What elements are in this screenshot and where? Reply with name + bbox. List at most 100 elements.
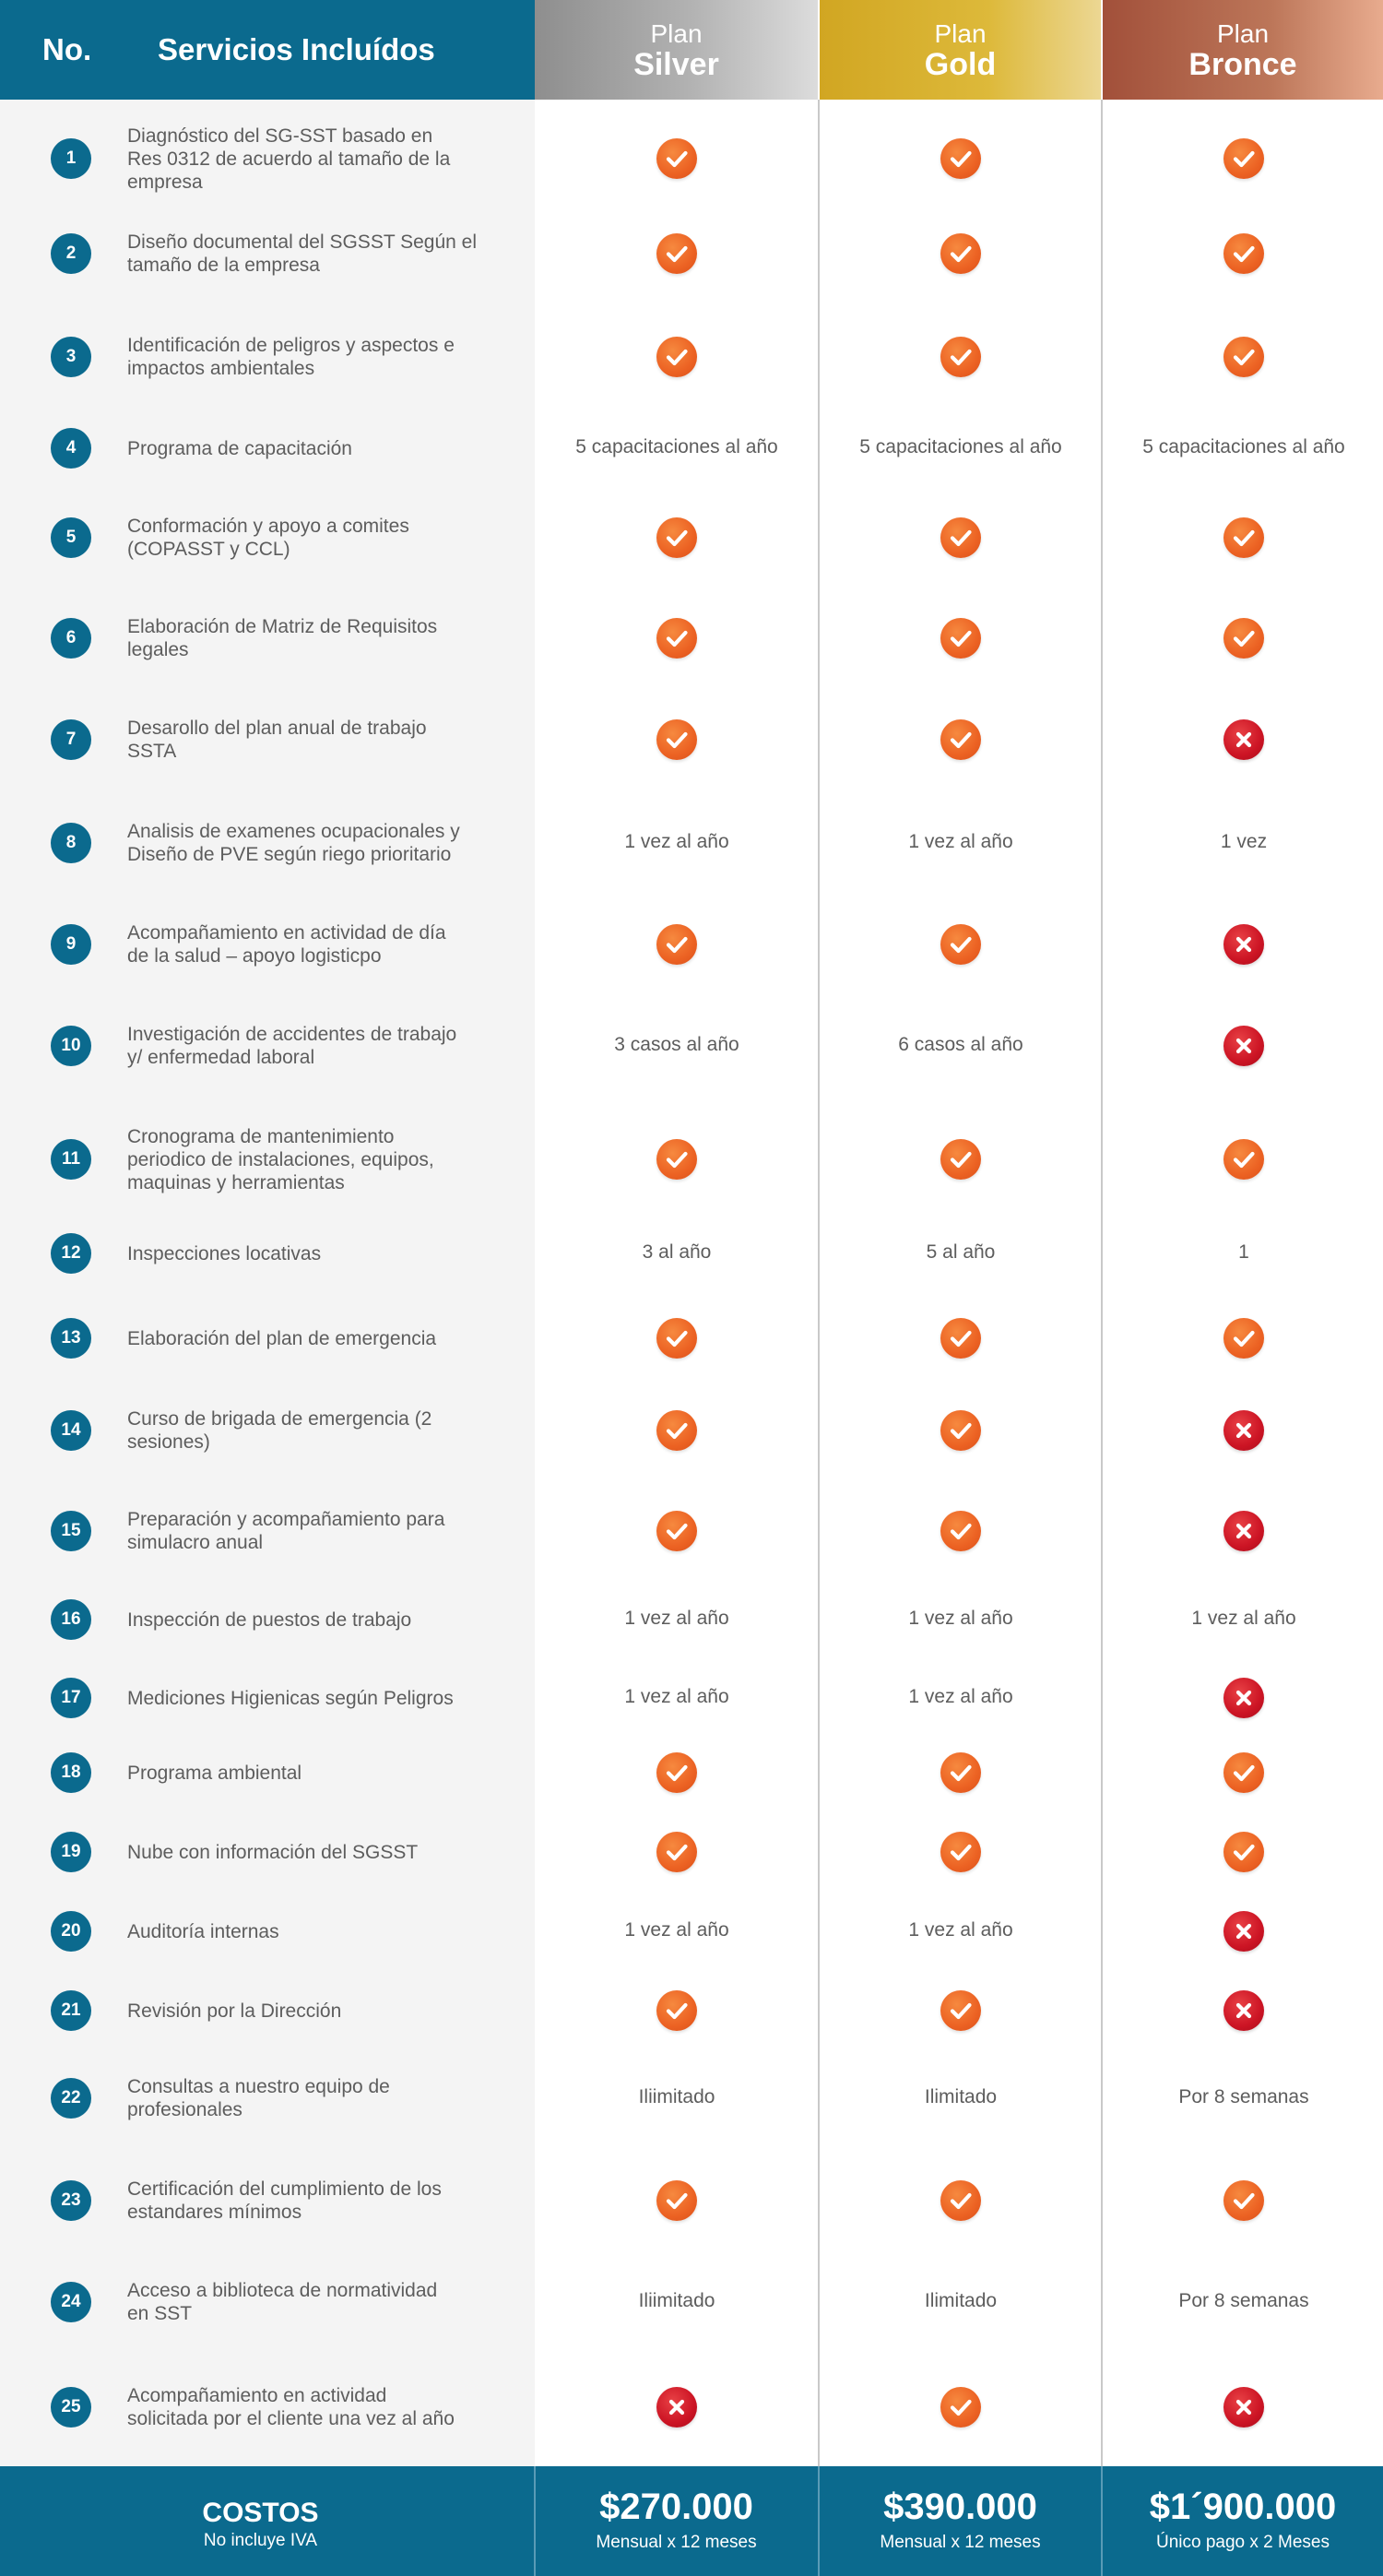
check-icon xyxy=(656,719,697,760)
costs-label-cell: COSTOS No incluye IVA xyxy=(0,2466,535,2576)
service-description-line: estandares mínimos xyxy=(127,2202,302,2223)
row-number-badge: 4 xyxy=(51,428,91,469)
cross-icon xyxy=(1223,1026,1264,1066)
check-icon xyxy=(1223,1318,1264,1359)
cell-value-silver: 1 vez al año xyxy=(624,1686,729,1707)
service-description-line: Programa de capacitación xyxy=(127,437,352,459)
service-description: Investigación de accidentes de trabajo y/… xyxy=(127,1023,507,1069)
row-number-badge: 13 xyxy=(51,1318,91,1359)
check-icon xyxy=(1223,138,1264,179)
check-icon xyxy=(656,1318,697,1359)
row-number-badge: 19 xyxy=(51,1832,91,1872)
plan-header-silver-prefix: Plan xyxy=(650,19,703,48)
check-icon xyxy=(940,924,981,965)
column-header-number: No. xyxy=(42,32,92,66)
cross-icon xyxy=(1223,1511,1264,1551)
service-description-line: simulacro anual xyxy=(127,1532,264,1553)
cell-value-gold: Ilimitado xyxy=(924,2086,998,2107)
check-icon xyxy=(940,2180,981,2221)
service-description-line: Conformación y apoyo a comites xyxy=(127,516,409,537)
service-description-line: Analisis de examenes ocupacionales y xyxy=(127,821,460,842)
service-description-line: Preparación y acompañamiento para xyxy=(127,1509,445,1530)
service-description-line: Certificación del cumplimiento de los xyxy=(127,2178,442,2200)
row-number-badge: 8 xyxy=(51,823,91,863)
row-number-badge: 9 xyxy=(51,924,91,965)
cell-value-silver: 1 vez al año xyxy=(624,831,729,852)
service-description-line: SSTA xyxy=(127,741,177,762)
row-number-badge: 24 xyxy=(51,2282,91,2322)
column-header-services: Servicios Incluídos xyxy=(158,32,435,66)
service-description-line: Cronograma de mantenimiento xyxy=(127,1125,395,1147)
check-icon xyxy=(940,1990,981,2031)
service-description-line: Diagnóstico del SG-SST basado en xyxy=(127,125,433,147)
table-header: No. Servicios Incluídos Plan Silver Plan… xyxy=(0,0,1383,100)
service-description-line: Diseño documental del SGSST Según el xyxy=(127,231,478,253)
cross-icon xyxy=(1223,924,1264,965)
service-description: Inspección de puestos de trabajo xyxy=(127,1609,507,1632)
service-description: Consultas a nuestro equipo de profesional… xyxy=(127,2075,507,2121)
service-description-line: Mediciones Higienicas según Peligros xyxy=(127,1687,454,1709)
cell-value-silver: 3 casos al año xyxy=(614,1034,739,1055)
check-icon xyxy=(940,138,981,179)
service-description-line: Nube con información del SGSST xyxy=(127,1841,419,1863)
service-description-line: Inspección de puestos de trabajo xyxy=(127,1609,412,1631)
service-description-line: profesionales xyxy=(127,2099,242,2120)
cross-icon xyxy=(1223,1410,1264,1451)
check-icon xyxy=(656,138,697,179)
service-description-line: Curso de brigada de emergencia (2 xyxy=(127,1408,432,1430)
row-number-badge: 1 xyxy=(51,138,91,179)
service-description: Analisis de examenes ocupacionales y Dise… xyxy=(127,820,507,866)
service-description-line: sesiones) xyxy=(127,1431,210,1453)
service-description-line: de la salud – apoyo logisticpo xyxy=(127,945,382,967)
service-description: Inspecciones locativas xyxy=(127,1242,507,1265)
cell-value-bronze: 1 vez xyxy=(1220,831,1268,852)
header-left-panel: No. Servicios Incluídos xyxy=(0,0,535,100)
check-icon xyxy=(656,1511,697,1551)
service-description-line: en SST xyxy=(127,2303,193,2324)
cell-value-gold: 1 vez al año xyxy=(908,831,1013,852)
service-description: Acompañamiento en actividad solicitada po… xyxy=(127,2384,507,2430)
cell-value-silver: Iliimitado xyxy=(638,2290,715,2311)
row-number-badge: 12 xyxy=(51,1233,91,1274)
cell-value-silver: 3 al año xyxy=(642,1241,712,1263)
service-description: Mediciones Higienicas según Peligros xyxy=(127,1687,507,1710)
cell-value-silver: 5 capacitaciones al año xyxy=(575,436,778,457)
check-icon xyxy=(656,517,697,558)
service-description-line: Acceso a biblioteca de normatividad xyxy=(127,2280,438,2301)
check-icon xyxy=(940,517,981,558)
service-description-line: empresa xyxy=(127,171,203,193)
price-gold: $390.000 xyxy=(883,2487,1037,2527)
service-description-line: Inspecciones locativas xyxy=(127,1242,322,1264)
cell-value-bronze: 1 vez al año xyxy=(1191,1608,1296,1629)
service-description-line: Res 0312 de acuerdo al tamaño de la xyxy=(127,148,451,170)
row-number-badge: 10 xyxy=(51,1026,91,1066)
service-description: Diagnóstico del SG-SST basado en Res 0312… xyxy=(127,125,507,194)
service-description-line: Diseño de PVE según riego prioritario xyxy=(127,844,452,865)
service-description-line: maquinas y herramientas xyxy=(127,1171,345,1193)
check-icon xyxy=(940,1410,981,1451)
check-icon xyxy=(1223,1139,1264,1180)
service-description-line: tamaño de la empresa xyxy=(127,255,320,276)
plan-header-gold: Plan Gold xyxy=(820,0,1101,100)
row-number-badge: 23 xyxy=(51,2180,91,2221)
check-icon xyxy=(656,233,697,274)
service-description-line: impactos ambientales xyxy=(127,358,315,379)
check-icon xyxy=(940,618,981,659)
check-icon xyxy=(656,1139,697,1180)
service-description: Programa de capacitación xyxy=(127,437,507,460)
footer-divider xyxy=(534,2466,536,2576)
cell-value-silver: Iliimitado xyxy=(638,2086,715,2107)
service-description-line: Consultas a nuestro equipo de xyxy=(127,2076,390,2097)
service-description: Preparación y acompañamiento para simulac… xyxy=(127,1508,507,1554)
service-description-line: Revisión por la Dirección xyxy=(127,2000,342,2022)
service-description: Revisión por la Dirección xyxy=(127,2000,507,2023)
service-description-line: periodico de instalaciones, equipos, xyxy=(127,1148,434,1170)
service-description-line: (COPASST y CCL) xyxy=(127,539,290,560)
row-number-badge: 5 xyxy=(51,517,91,558)
service-description: Acceso a biblioteca de normatividad en SS… xyxy=(127,2279,507,2325)
check-icon xyxy=(1223,618,1264,659)
cell-value-gold: 5 capacitaciones al año xyxy=(859,436,1062,457)
cross-icon xyxy=(656,2387,697,2428)
check-icon xyxy=(656,924,697,965)
price-note-gold: Mensual x 12 meses xyxy=(880,2533,1041,2552)
